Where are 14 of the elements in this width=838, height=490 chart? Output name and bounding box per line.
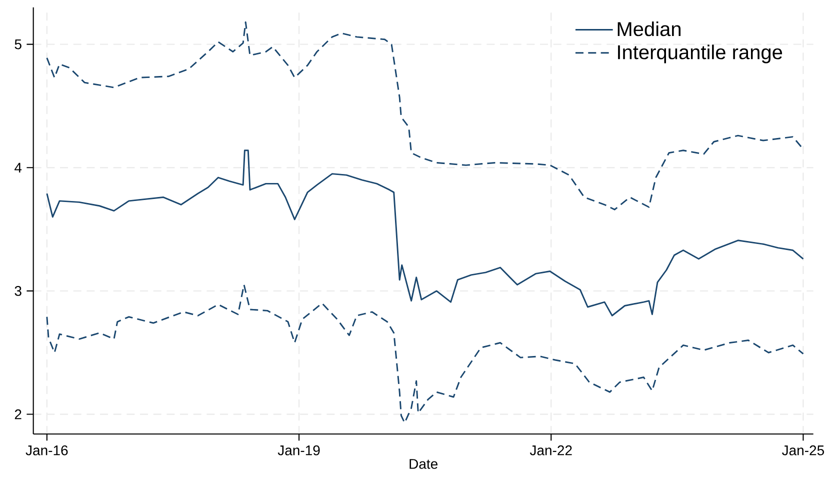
x-tick-label: Jan-25 xyxy=(782,445,824,456)
legend-label: Interquantile range xyxy=(618,44,782,64)
line-series xyxy=(46,21,804,210)
x-tick-label: Jan-22 xyxy=(530,445,572,456)
x-tick-label: Jan-16 xyxy=(26,445,68,456)
line-series xyxy=(46,150,804,316)
y-tick-label: 4 xyxy=(14,162,22,172)
y-tick-label: 2 xyxy=(14,409,22,420)
y-tick-label: 5 xyxy=(14,39,22,50)
x-tick-label: Jan-19 xyxy=(278,445,320,456)
x-axis-title: Date xyxy=(410,459,438,469)
line-series xyxy=(46,284,804,424)
legend-label: Median xyxy=(618,21,680,36)
y-tick-label: 3 xyxy=(14,286,22,296)
